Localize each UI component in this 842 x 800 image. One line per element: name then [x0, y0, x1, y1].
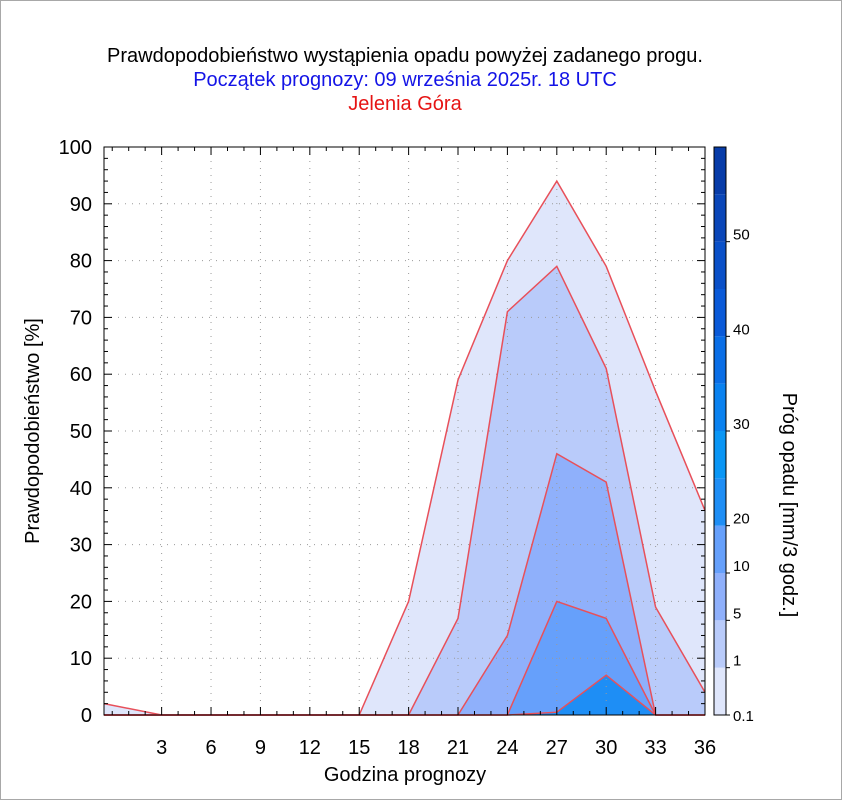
y-tick-label: 60 — [70, 364, 92, 386]
colorbar-tick-label: 40 — [733, 321, 750, 338]
y-tick-label: 50 — [70, 421, 92, 443]
x-tick-label: 27 — [546, 737, 568, 759]
colorbar-band — [714, 336, 726, 384]
chart-title: Prawdopodobieństwo wystąpienia opadu pow… — [107, 45, 703, 67]
x-tick-label: 24 — [496, 737, 518, 759]
y-axis-ticks: 0 10 20 30 40 50 60 70 80 90 100 — [59, 137, 705, 727]
y-tick-label: 0 — [81, 705, 92, 727]
area-threshold-10 — [104, 601, 705, 715]
x-tick-label: 33 — [644, 737, 666, 759]
y-tick-label: 80 — [70, 251, 92, 273]
x-tick-label: 18 — [397, 737, 419, 759]
colorbar-band — [714, 289, 726, 337]
colorbar-band — [714, 667, 726, 715]
colorbar-tick-label: 5 — [733, 605, 741, 622]
y-tick-label: 100 — [59, 137, 92, 159]
colorbar-ticks: 0.1 1 5 10 20 30 40 50 — [726, 227, 754, 725]
colorbar — [714, 147, 726, 715]
x-tick-label: 21 — [447, 737, 469, 759]
y-tick-label: 30 — [70, 535, 92, 557]
x-tick-label: 15 — [348, 737, 370, 759]
x-tick-label: 6 — [205, 737, 216, 759]
colorbar-band — [714, 241, 726, 289]
colorbar-tick-label: 20 — [733, 511, 750, 528]
probability-areas — [104, 181, 705, 716]
colorbar-band — [714, 147, 726, 195]
colorbar-tick-label: 1 — [733, 653, 741, 670]
colorbar-tick-label: 0.1 — [733, 708, 754, 725]
colorbar-band — [714, 478, 726, 526]
y-tick-label: 40 — [70, 478, 92, 500]
y-tick-label: 70 — [70, 307, 92, 329]
colorbar-tick-label: 10 — [733, 558, 750, 575]
colorbar-band — [714, 525, 726, 573]
x-tick-label: 36 — [694, 737, 716, 759]
colorbar-label: Próg opadu [mm/3 godz.] — [778, 393, 800, 618]
forecast-start-subtitle: Początek prognozy: 09 września 2025r. 18… — [193, 69, 617, 91]
x-axis-label: Godzina prognozy — [324, 764, 486, 786]
y-tick-label: 10 — [70, 648, 92, 670]
colorbar-band — [714, 194, 726, 242]
colorbar-band — [714, 573, 726, 621]
colorbar-band — [714, 620, 726, 668]
colorbar-tick-label: 50 — [733, 227, 750, 244]
x-tick-label: 30 — [595, 737, 617, 759]
location-subtitle: Jelenia Góra — [348, 93, 462, 115]
x-tick-label: 9 — [255, 737, 266, 759]
area-threshold-20 — [104, 675, 705, 715]
colorbar-band — [714, 431, 726, 479]
x-axis-ticks: 3 6 9 12 15 18 21 24 27 30 33 36 — [111, 147, 716, 759]
y-axis-label: Prawdopodobieństwo [%] — [22, 318, 44, 544]
colorbar-band — [714, 383, 726, 431]
x-tick-label: 3 — [156, 737, 167, 759]
y-tick-label: 90 — [70, 194, 92, 216]
colorbar-tick-label: 30 — [733, 416, 750, 433]
y-tick-label: 20 — [70, 591, 92, 613]
x-tick-label: 12 — [299, 737, 321, 759]
